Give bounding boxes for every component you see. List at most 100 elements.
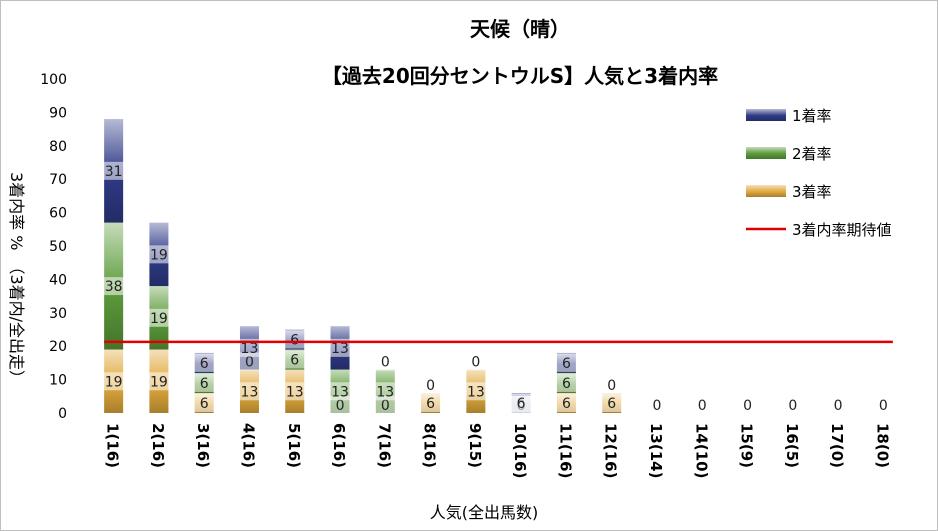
data-label-bg (371, 382, 400, 401)
data-label-bg (326, 382, 355, 401)
y-tick-label: 90 (49, 105, 67, 121)
data-label: 13 (331, 384, 349, 400)
data-label: 19 (150, 374, 168, 390)
y-tick-label: 20 (49, 339, 67, 355)
x-tick-label: 11(16) (556, 423, 574, 478)
x-tick-label: 3(16) (194, 423, 212, 468)
data-label-bg (144, 245, 173, 264)
x-tick-label: 1(16) (104, 423, 122, 468)
data-label: 0 (698, 398, 707, 414)
data-label-bg (371, 396, 400, 414)
data-label-bg (235, 338, 264, 357)
legend-label: 3着率 (792, 183, 832, 201)
chart-title: 天候（晴） (470, 17, 570, 41)
legend-swatch (746, 109, 786, 121)
data-label-bg (552, 353, 581, 372)
data-label: 6 (562, 396, 571, 412)
data-label: 0 (834, 398, 843, 414)
x-tick-label: 8(16) (421, 423, 439, 468)
data-label: 0 (879, 398, 888, 414)
data-label: 6 (562, 376, 571, 392)
x-tick-label: 4(16) (239, 423, 257, 468)
x-tick-label: 2(16) (149, 423, 167, 468)
legend-label: 1着率 (792, 107, 832, 125)
data-label: 6 (200, 376, 209, 392)
data-label: 0 (653, 398, 662, 414)
data-label: 6 (200, 356, 209, 372)
x-tick-label: 9(15) (466, 423, 484, 468)
y-axis: 0 10 20 30 40 50 60 70 80 90 100 (40, 72, 67, 422)
legend-swatch (746, 147, 786, 159)
data-label: 0 (245, 355, 254, 371)
data-label: 0 (607, 378, 616, 394)
data-label: 19 (105, 374, 123, 390)
data-label-bg (552, 373, 581, 392)
data-label-bg (733, 396, 762, 414)
legend-swatch (746, 185, 786, 197)
x-tick-label: 15(9) (738, 423, 756, 468)
legend: 1着率 2着率 3着率 3着内率期待値 (746, 107, 892, 239)
data-label: 13 (286, 384, 304, 400)
data-label: 38 (105, 279, 123, 295)
x-tick-label: 16(5) (783, 423, 801, 468)
data-label-bg (597, 393, 626, 412)
y-tick-label: 100 (40, 72, 67, 88)
data-label-bg (597, 375, 626, 394)
data-label: 13 (241, 341, 259, 357)
data-label-bg (642, 396, 671, 414)
y-axis-title: 3着内率 % （3着内/全出走） (7, 172, 26, 386)
x-axis-title: 人気(全出馬数) (430, 503, 539, 522)
data-label: 0 (381, 355, 390, 371)
data-label-bg (99, 161, 128, 180)
data-label-bg (326, 338, 355, 357)
data-label-bg (144, 308, 173, 327)
x-tick-label: 14(10) (692, 423, 710, 478)
data-label: 6 (426, 396, 435, 412)
x-tick-label: 5(16) (285, 423, 303, 468)
data-label: 6 (200, 396, 209, 412)
data-label-bg (507, 393, 536, 412)
data-label-bg (416, 393, 445, 412)
data-label-bg (190, 353, 219, 372)
data-label-bg (688, 396, 717, 414)
data-label: 0 (336, 398, 345, 414)
data-label-bg (99, 372, 128, 391)
data-label-bg (235, 382, 264, 401)
x-tick-label: 12(16) (602, 423, 620, 478)
data-label-bg (461, 352, 490, 371)
data-label: 0 (471, 355, 480, 371)
x-tick-label: 7(16) (375, 423, 393, 468)
x-axis: 1(16) 2(16) 3(16) 4(16) 5(16) 6(16) 7(16) 8(16)… (104, 423, 892, 478)
data-label: 19 (150, 247, 168, 263)
y-tick-label: 10 (49, 373, 67, 389)
data-label: 6 (290, 353, 299, 369)
data-label-bg (461, 382, 490, 401)
data-label-bg (552, 393, 581, 412)
data-label: 6 (607, 396, 616, 412)
data-label-bg (416, 375, 445, 394)
x-tick-label: 13(14) (647, 423, 665, 478)
x-tick-label: 18(0) (873, 423, 891, 468)
data-label-bg (190, 373, 219, 392)
x-tick-label: 6(16) (330, 423, 348, 468)
data-label: 6 (290, 333, 299, 349)
data-labels: 1938311919196661301313660131301306013000… (99, 161, 898, 414)
data-label-bg (371, 352, 400, 371)
y-tick-label: 30 (49, 306, 67, 322)
data-label-bg (190, 393, 219, 412)
data-label-bg (99, 277, 128, 296)
legend-label: 3着内率期待値 (792, 221, 892, 239)
y-tick-label: 70 (49, 172, 67, 188)
y-tick-label: 60 (49, 206, 67, 222)
data-label: 13 (467, 384, 485, 400)
data-label: 0 (743, 398, 752, 414)
x-tick-label: 10(16) (511, 423, 529, 478)
data-label-bg (280, 350, 309, 369)
y-tick-label: 0 (58, 406, 67, 422)
data-label-bg (235, 352, 264, 371)
data-label-bg (824, 396, 853, 414)
data-label: 13 (241, 384, 259, 400)
data-label: 0 (788, 398, 797, 414)
